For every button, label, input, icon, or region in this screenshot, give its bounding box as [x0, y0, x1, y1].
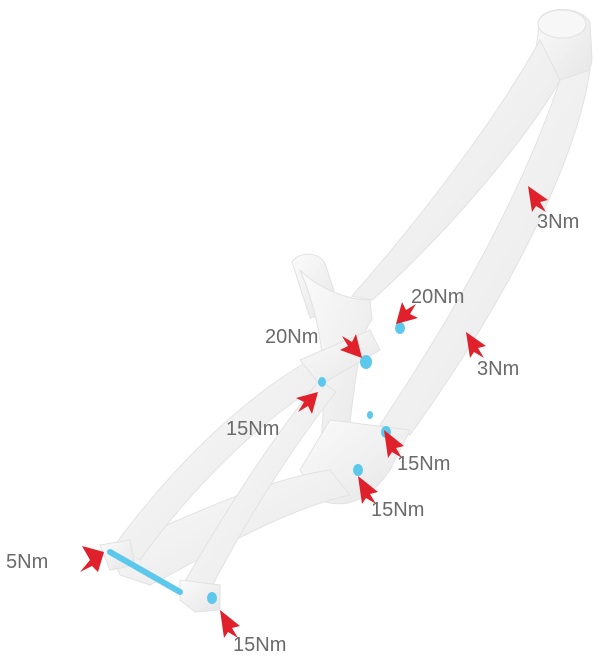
torque-label: 15Nm	[371, 499, 424, 521]
torque-label: 20Nm	[411, 286, 464, 308]
callout-down-tube-lower: 3Nm	[466, 332, 519, 380]
callout-main-pivot-upper: 15Nm	[384, 430, 450, 475]
torque-callouts: 3Nm 20Nm 20Nm 3Nm 15Nm 15Nm	[6, 186, 579, 656]
dropout-right	[179, 579, 221, 613]
frame-illustration	[99, 8, 593, 613]
arrow-icon	[340, 334, 362, 358]
torque-label: 15Nm	[233, 634, 286, 656]
torque-label: 5Nm	[6, 551, 48, 573]
torque-label: 20Nm	[265, 326, 318, 348]
arrow-icon	[220, 610, 240, 638]
callout-top-link-front: 20Nm	[265, 326, 362, 358]
arrow-icon	[528, 186, 548, 212]
down-tube	[379, 69, 591, 436]
seatstay-bolt	[318, 377, 326, 387]
link-bolt-rear	[395, 322, 405, 334]
torque-label: 3Nm	[477, 358, 519, 380]
callout-dropout-pivot: 15Nm	[220, 610, 286, 656]
bb-bolt	[367, 411, 373, 419]
link-bolt-front	[360, 355, 372, 369]
callout-main-pivot-lower: 15Nm	[358, 476, 424, 521]
rear-axle	[107, 549, 183, 595]
hardware	[107, 322, 405, 604]
top-tube	[351, 38, 561, 301]
callout-top-tube-upper: 3Nm	[528, 186, 579, 233]
arrow-icon	[466, 332, 486, 358]
dropout-bolt	[207, 592, 217, 604]
torque-label: 15Nm	[397, 453, 450, 475]
torque-label: 3Nm	[537, 211, 579, 233]
callout-rear-axle: 5Nm	[6, 546, 104, 573]
seatstay-lower	[179, 379, 337, 601]
torque-label: 15Nm	[226, 418, 279, 440]
callout-seatstay-pivot: 15Nm	[226, 392, 318, 440]
arrow-icon	[384, 430, 404, 458]
head-tube-top	[537, 9, 587, 39]
callout-top-link-rear: 20Nm	[396, 286, 464, 324]
arrow-icon	[396, 302, 418, 324]
arrow-icon	[80, 546, 104, 572]
lower-pivot-bolt	[353, 464, 363, 476]
arrow-icon	[296, 392, 318, 414]
arrow-icon	[358, 476, 378, 504]
